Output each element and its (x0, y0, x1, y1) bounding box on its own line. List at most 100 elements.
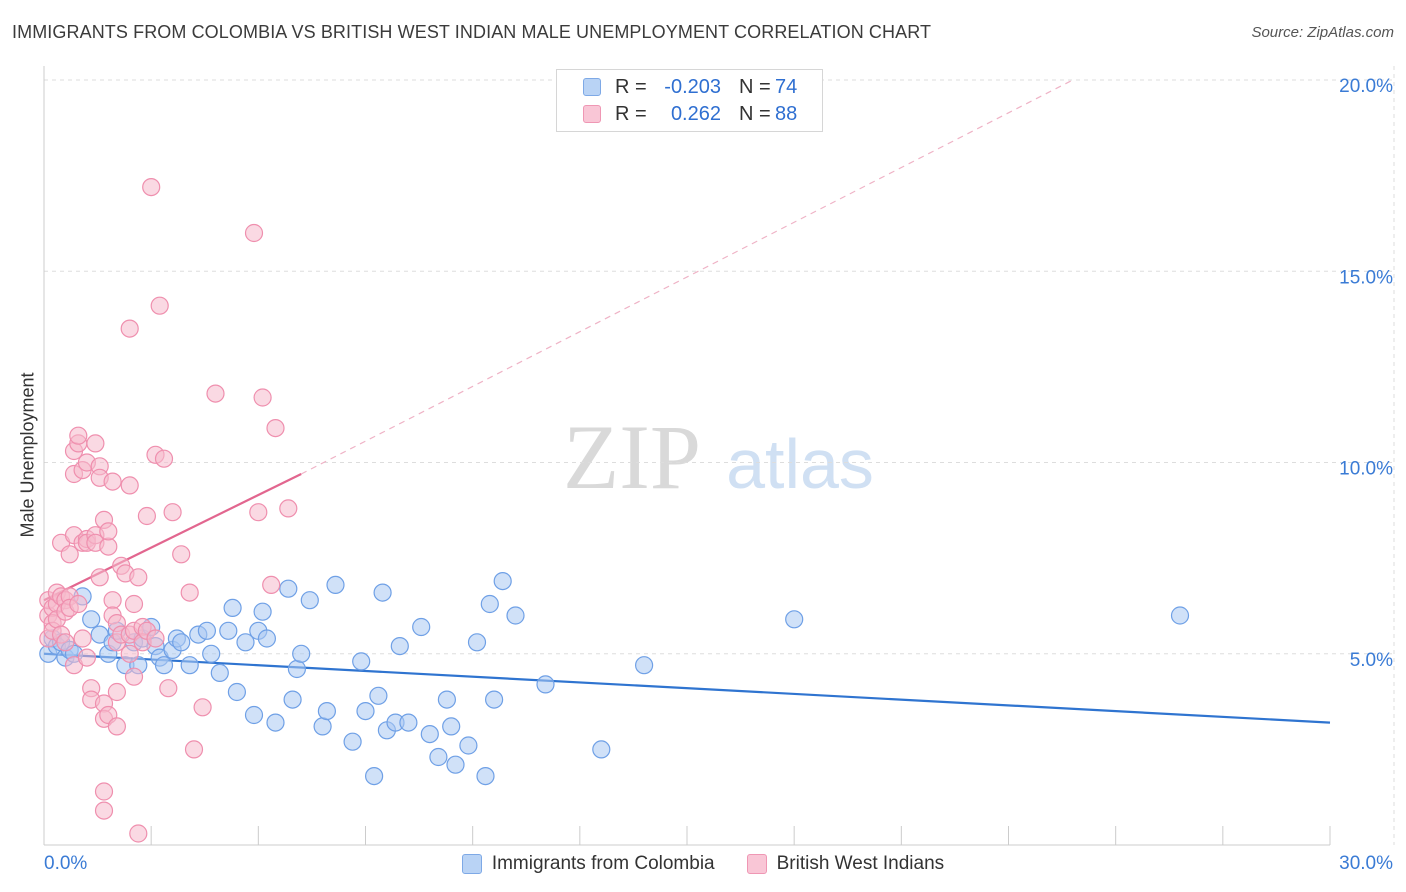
point-colombia (785, 610, 804, 629)
point-bwi (86, 434, 105, 453)
point-colombia (352, 652, 371, 671)
point-colombia (399, 713, 418, 732)
series-legend-bwi: British West Indians (746, 853, 945, 875)
point-bwi (262, 575, 281, 595)
point-bwi (120, 476, 139, 495)
trendline-colombia (43, 652, 1331, 724)
point-colombia (459, 736, 478, 755)
point-colombia (154, 656, 174, 675)
point-colombia (1170, 606, 1190, 625)
source-label: Source: ZipAtlas.com (1251, 24, 1394, 41)
point-colombia (227, 682, 246, 702)
watermark-zip: ZIP (563, 406, 701, 508)
point-colombia (493, 571, 512, 591)
point-bwi (73, 629, 92, 648)
chart-title: IMMIGRANTS FROM COLOMBIA VS BRITISH WEST… (12, 22, 932, 42)
legend-r-label: R = (615, 75, 647, 98)
point-bwi (154, 449, 174, 468)
legend-r-value: -0.203 (664, 75, 721, 98)
point-colombia (266, 713, 285, 732)
correlation-legend: R = -0.203 N = 74 R = 0.262 N = 88 (556, 69, 823, 132)
legend-n-label: N = (739, 102, 771, 125)
axes (43, 66, 1331, 846)
legend-row-bwi: R = 0.262 N = 88 (583, 102, 797, 126)
y-tick-label: 5.0% (1350, 650, 1393, 671)
legend-n-label: N = (739, 75, 771, 98)
point-colombia (467, 633, 487, 652)
grid-lines (44, 66, 1395, 845)
point-colombia (279, 579, 298, 598)
point-bwi (99, 537, 118, 556)
point-bwi (124, 667, 144, 686)
point-bwi (163, 503, 182, 522)
point-bwi (172, 545, 191, 564)
point-colombia (202, 644, 221, 663)
point-bwi (77, 648, 97, 667)
point-colombia (476, 766, 495, 786)
legend-row-colombia: R = -0.203 N = 74 (583, 75, 797, 99)
point-bwi (244, 223, 264, 243)
point-colombia (437, 690, 456, 709)
series-legend-colombia: Immigrants from Colombia (461, 853, 715, 875)
point-bwi (266, 419, 285, 438)
legend-n-value: 74 (775, 75, 798, 98)
point-colombia (506, 606, 525, 625)
series-swatch-blue (461, 854, 482, 874)
point-colombia (356, 701, 375, 721)
point-colombia (480, 594, 499, 614)
point-bwi (150, 296, 169, 315)
point-colombia (536, 675, 555, 694)
point-colombia (313, 717, 332, 736)
point-bwi (279, 499, 298, 518)
x-tick-label: 30.0% (1339, 853, 1393, 874)
point-bwi (99, 522, 118, 541)
point-colombia (429, 747, 448, 767)
point-bwi (103, 472, 122, 491)
point-colombia (287, 659, 306, 679)
point-colombia (300, 591, 319, 610)
series-swatch-pink (746, 854, 767, 874)
point-bwi (103, 591, 122, 610)
point-colombia (82, 610, 101, 629)
point-bwi (69, 426, 88, 445)
point-bwi (107, 682, 127, 702)
point-colombia (253, 602, 272, 621)
point-bwi (206, 384, 225, 403)
point-colombia (326, 575, 345, 595)
point-colombia (373, 583, 392, 602)
point-colombia (257, 629, 276, 648)
series-label-bwi: British West Indians (776, 853, 945, 874)
point-colombia (442, 717, 461, 736)
y-tick-label: 20.0% (1339, 76, 1393, 97)
point-bwi (120, 644, 139, 663)
watermark: ZIP atlas (563, 406, 874, 508)
y-tick-label: 15.0% (1339, 267, 1393, 288)
point-bwi (107, 717, 127, 736)
point-colombia (283, 690, 302, 709)
point-bwi (69, 594, 88, 614)
point-colombia (369, 686, 388, 705)
y-tick-label: 10.0% (1339, 459, 1393, 480)
point-colombia (236, 633, 255, 652)
point-colombia (485, 690, 504, 709)
point-bwi (94, 801, 114, 820)
point-colombia (365, 766, 384, 786)
point-colombia (343, 732, 362, 751)
point-colombia (420, 724, 439, 744)
x-tick-label: 0.0% (44, 853, 87, 874)
point-bwi (159, 679, 178, 698)
data-points (39, 178, 1190, 843)
point-bwi (56, 633, 75, 652)
point-bwi (94, 782, 114, 801)
point-bwi (124, 594, 144, 614)
point-bwi (90, 568, 109, 587)
point-colombia (390, 636, 409, 656)
legend-swatch-pink (583, 105, 601, 123)
point-bwi (137, 506, 156, 526)
point-bwi (142, 178, 161, 197)
point-colombia (244, 705, 264, 725)
point-bwi (184, 740, 204, 759)
series-label-colombia: Immigrants from Colombia (491, 853, 715, 874)
point-colombia (592, 740, 611, 759)
